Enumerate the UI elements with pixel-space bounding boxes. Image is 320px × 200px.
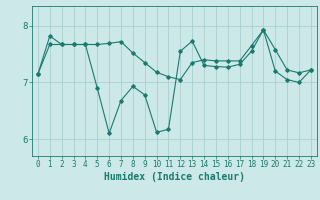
X-axis label: Humidex (Indice chaleur): Humidex (Indice chaleur) bbox=[104, 172, 245, 182]
